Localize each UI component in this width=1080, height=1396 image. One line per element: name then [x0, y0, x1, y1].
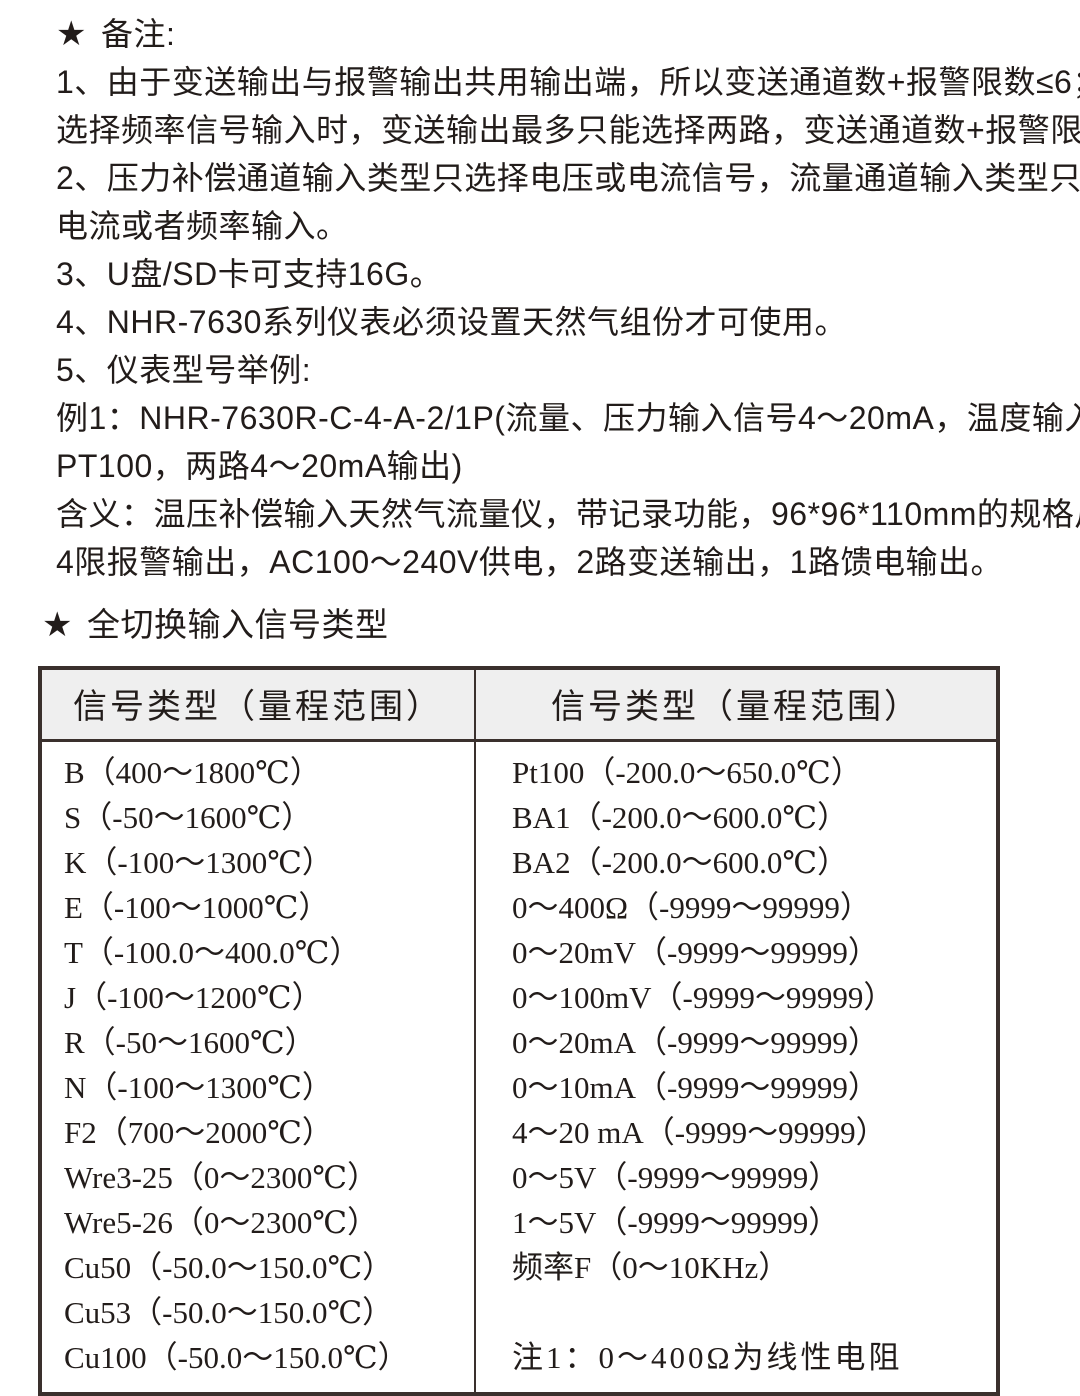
signal-type-table: 信号类型（量程范围） 信号类型（量程范围） B（400～1800℃） S（-50…: [38, 666, 1000, 1396]
signal-row: BA1（-200.0～600.0℃）: [512, 800, 849, 835]
star-icon: ★: [42, 606, 73, 644]
note-line-10: 含义：温压补偿输入天然气流量仪，带记录功能，96*96*110mm的规格尺寸，: [56, 496, 1080, 532]
signal-row: S（-50～1600℃）: [64, 800, 313, 835]
notes-heading: ★ 备注:: [56, 10, 1038, 58]
star-icon: ★: [56, 15, 87, 53]
signal-row: 4～20 mA（-9999～99999）: [512, 1115, 887, 1150]
table-note: 注1：0～400Ω为线性电阻: [512, 1340, 903, 1375]
signal-row: 0～10mA（-9999～99999）: [512, 1070, 879, 1105]
notes-section: ★ 备注: 1、由于变送输出与报警输出共用输出端，所以变送通道数+报警限数≤6；如…: [0, 0, 1080, 586]
signal-row: N（-100～1300℃）: [64, 1070, 333, 1105]
signal-row: J（-100～1200℃）: [64, 980, 323, 1015]
blank-spacer: [512, 1290, 996, 1335]
signal-row: Cu50（-50.0～150.0℃）: [64, 1250, 394, 1285]
section-heading: ★ 全切换输入信号类型: [42, 600, 1080, 650]
signal-row: Cu100（-50.0～150.0℃）: [64, 1340, 409, 1375]
note-line-5: 3、U盘/SD卡可支持16G。: [56, 256, 443, 292]
signal-row: 0～20mA（-9999～99999）: [512, 1025, 879, 1060]
signal-row: F2（700～2000℃）: [64, 1115, 333, 1150]
table-cell-right: Pt100（-200.0～650.0℃） BA1（-200.0～600.0℃） …: [476, 742, 996, 1392]
table-header-right: 信号类型（量程范围）: [551, 689, 921, 726]
signal-row: 0～100mV（-9999～99999）: [512, 980, 895, 1015]
signal-row: 1～5V（-9999～99999）: [512, 1205, 840, 1240]
note-line-6: 4、NHR-7630系列仪表必须设置天然气组份才可使用。: [56, 304, 847, 340]
table-body: B（400～1800℃） S（-50～1600℃） K（-100～1300℃） …: [42, 742, 996, 1392]
table-header-row: 信号类型（量程范围） 信号类型（量程范围）: [42, 670, 996, 742]
signal-row: Wre5-26（0～2300℃）: [64, 1205, 379, 1240]
signal-row: R（-50～1600℃）: [64, 1025, 316, 1060]
table-header-left: 信号类型（量程范围）: [42, 670, 476, 739]
signal-row: K（-100～1300℃）: [64, 845, 333, 880]
note-line-1: 1、由于变送输出与报警输出共用输出端，所以变送通道数+报警限数≤6；如果仪表: [56, 64, 1080, 100]
note-line-9: PT100，两路4～20mA输出): [56, 448, 463, 484]
signal-row: Pt100（-200.0～650.0℃）: [512, 755, 862, 790]
note-line-4: 电流或者频率输入。: [56, 208, 349, 244]
note-line-11: 4限报警输出，AC100～240V供电，2路变送输出，1路馈电输出。: [56, 544, 1003, 580]
signal-row: 0～400Ω（-9999～99999）: [512, 890, 871, 925]
note-line-7: 5、仪表型号举例:: [56, 352, 312, 388]
signal-row: B（400～1800℃）: [64, 755, 321, 790]
signal-row: BA2（-200.0～600.0℃）: [512, 845, 849, 880]
signal-row: 0～5V（-9999～99999）: [512, 1160, 840, 1195]
signal-row: Wre3-25（0～2300℃）: [64, 1160, 379, 1195]
note-line-3: 2、压力补偿通道输入类型只选择电压或电流信号，流量通道输入类型只选择电压、: [56, 160, 1080, 196]
notes-heading-label: 备注:: [100, 16, 176, 52]
signal-row: E（-100～1000℃）: [64, 890, 330, 925]
note-line-8: 例1：NHR-7630R-C-4-A-2/1P(流量、压力输入信号4～20mA，…: [56, 400, 1080, 436]
signal-row: 频率F（0～10KHz）: [512, 1250, 790, 1285]
signal-row: T（-100.0～400.0℃）: [64, 935, 361, 970]
signal-row: 0～20mV（-9999～99999）: [512, 935, 879, 970]
section-heading-label: 全切换输入信号类型: [86, 606, 389, 643]
signal-row: Cu53（-50.0～150.0℃）: [64, 1295, 394, 1330]
table-cell-left: B（400～1800℃） S（-50～1600℃） K（-100～1300℃） …: [42, 742, 476, 1392]
note-line-2: 选择频率信号输入时，变送输出最多只能选择两路，变送通道数+报警限数≤4。: [56, 112, 1080, 148]
